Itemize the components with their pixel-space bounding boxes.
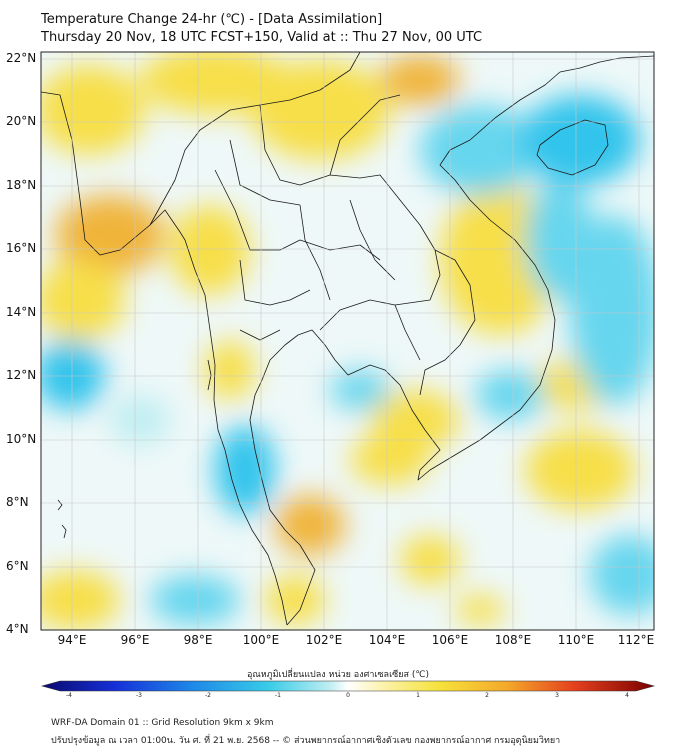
colorbar-tick: 0 bbox=[346, 692, 350, 699]
lat-label: 8°N bbox=[6, 495, 29, 509]
lat-label: 14°N bbox=[6, 305, 37, 319]
lat-label: 22°N bbox=[6, 51, 37, 65]
temperature-field bbox=[41, 52, 654, 630]
graticule bbox=[41, 52, 654, 630]
colorbar-tick: -3 bbox=[136, 692, 142, 699]
lat-label: 6°N bbox=[6, 559, 29, 573]
coastlines-borders bbox=[41, 52, 654, 626]
lat-label: 18°N bbox=[6, 178, 37, 192]
map-title: Temperature Change 24-hr (℃) - [Data Ass… bbox=[41, 11, 482, 47]
lat-label: 10°N bbox=[6, 432, 37, 446]
title-line-1: Temperature Change 24-hr (℃) - [Data Ass… bbox=[41, 12, 383, 27]
colorbar-title: อุณหภูมิเปลี่ยนแปลง หน่วย องศาเซลเซียส (… bbox=[246, 670, 430, 680]
footer-credit: ปรับปรุงข้อมูล ณ เวลา 01:00น. วัน ศ. ที่… bbox=[51, 736, 561, 746]
lat-label: 12°N bbox=[6, 368, 37, 382]
colorbar-tick: -4 bbox=[66, 692, 72, 699]
colorbar-tick: 1 bbox=[416, 692, 420, 699]
lon-label: 98°E bbox=[183, 633, 213, 647]
colorbar bbox=[40, 680, 656, 692]
title-line-2: Thursday 20 Nov, 18 UTC FCST+150, Valid … bbox=[41, 30, 483, 45]
lat-label: 16°N bbox=[6, 241, 37, 255]
lon-label: 108°E bbox=[494, 633, 532, 647]
colorbar-tick: -2 bbox=[205, 692, 211, 699]
colorbar-tick: -1 bbox=[275, 692, 281, 699]
lon-label: 110°E bbox=[557, 633, 595, 647]
lon-label: 106°E bbox=[431, 633, 469, 647]
lon-label: 100°E bbox=[242, 633, 280, 647]
lon-label: 96°E bbox=[120, 633, 150, 647]
lon-label: 112°E bbox=[617, 633, 655, 647]
colorbar-tick: 3 bbox=[555, 692, 559, 699]
lon-label: 104°E bbox=[368, 633, 406, 647]
lon-label: 94°E bbox=[57, 633, 87, 647]
colorbar-tick: 2 bbox=[485, 692, 489, 699]
lat-label: 4°N bbox=[6, 622, 29, 636]
map-frame bbox=[40, 51, 655, 631]
footer-model-info: WRF-DA Domain 01 :: Grid Resolution 9km … bbox=[51, 718, 274, 728]
lon-label: 102°E bbox=[305, 633, 343, 647]
colorbar-tick: 4 bbox=[625, 692, 629, 699]
lat-label: 20°N bbox=[6, 114, 37, 128]
